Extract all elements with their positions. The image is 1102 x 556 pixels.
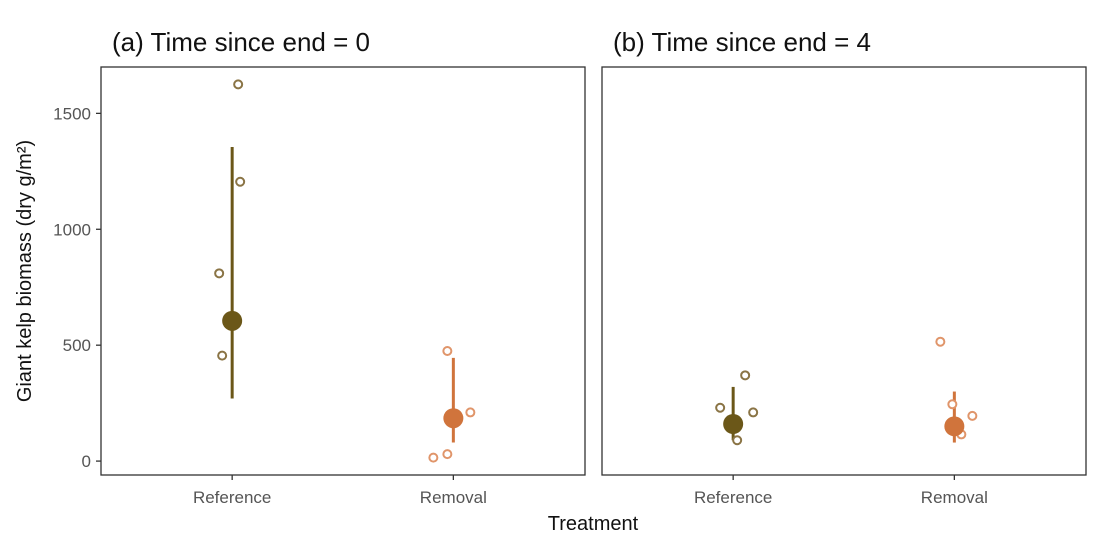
data-point — [732, 435, 743, 446]
data-point — [715, 402, 726, 413]
x-tick-label: Reference — [694, 488, 772, 507]
data-point — [442, 345, 453, 356]
data-point — [935, 336, 946, 347]
data-point — [233, 79, 244, 90]
mean-point — [723, 414, 744, 434]
panel-title: (a) Time since end = 0 — [112, 27, 370, 57]
y-tick-label: 500 — [63, 336, 91, 355]
y-tick-label: 0 — [82, 452, 91, 471]
panel-title: (b) Time since end = 4 — [613, 27, 871, 57]
data-point — [947, 399, 958, 410]
y-tick-label: 1500 — [53, 104, 91, 123]
x-tick-label: Reference — [193, 488, 271, 507]
data-point — [214, 268, 225, 279]
y-tick-label: 1000 — [53, 220, 91, 239]
x-tick-label: Removal — [420, 488, 487, 507]
y-axis-title: Giant kelp biomass (dry g/m²) — [14, 140, 36, 402]
data-point — [442, 449, 453, 460]
panel-frame — [100, 66, 586, 476]
data-point — [428, 452, 439, 463]
panels-layer: (a) Time since end = 0 0 500 1000 1500 Refere… — [53, 27, 1087, 507]
mean-point — [944, 416, 965, 437]
mean-point — [222, 310, 243, 331]
panel-a: (a) Time since end = 0 0 500 1000 1500 Refere… — [53, 27, 586, 507]
data-point — [967, 410, 978, 421]
mean-point — [443, 408, 464, 429]
data-point — [217, 350, 228, 361]
panel-b: (b) Time since end = 4 Reference Removal — [601, 27, 1087, 507]
data-point — [740, 370, 751, 381]
data-point — [235, 176, 246, 187]
data-point — [465, 407, 476, 418]
data-point — [748, 407, 759, 418]
x-tick-label: Removal — [921, 488, 988, 507]
x-axis-title: Treatment — [548, 513, 639, 535]
panel-frame — [601, 66, 1087, 476]
